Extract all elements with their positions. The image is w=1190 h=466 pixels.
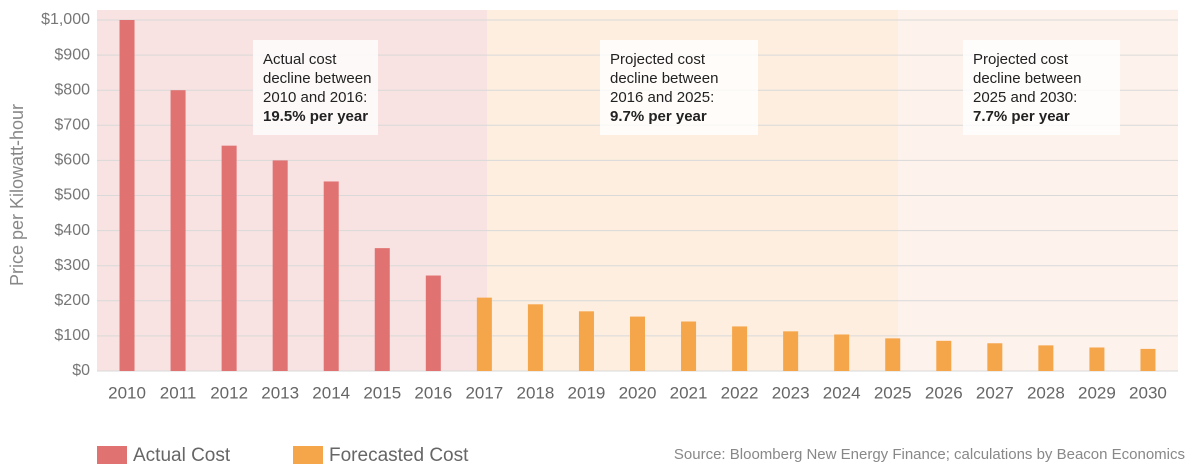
- x-tick-label: 2028: [1027, 383, 1065, 402]
- x-tick-label: 2020: [619, 383, 657, 402]
- x-tick-label: 2019: [568, 383, 606, 402]
- y-tick-label: $900: [54, 46, 90, 63]
- x-tick-label: 2030: [1129, 383, 1167, 402]
- x-tick-label: 2017: [465, 383, 503, 402]
- bar: [221, 145, 237, 371]
- x-tick-label: 2013: [261, 383, 299, 402]
- y-tick-label: $1,000: [41, 11, 90, 28]
- x-tick-label: 2016: [414, 383, 452, 402]
- annotation-text: 2025 and 2030:: [973, 89, 1077, 106]
- x-tick-label: 2014: [312, 383, 350, 402]
- x-tick-label: 2022: [721, 383, 759, 402]
- bar: [425, 275, 441, 371]
- annotation-text: 2016 and 2025:: [610, 89, 714, 106]
- bar: [885, 338, 901, 371]
- annotation-text: decline between: [263, 70, 371, 87]
- x-tick-label: 2015: [363, 383, 401, 402]
- legend-swatch: [97, 446, 127, 464]
- y-tick-label: $700: [54, 117, 90, 134]
- annotation-emphasis: 7.7% per year: [973, 108, 1070, 125]
- y-tick-label: $800: [54, 81, 90, 98]
- y-axis-label: Price per Kilowatt-hour: [7, 104, 27, 286]
- annotation-text: Projected cost: [973, 51, 1069, 68]
- annotation-box: [600, 40, 758, 135]
- bar: [936, 340, 952, 371]
- annotation-box: [963, 40, 1120, 135]
- x-tick-label: 2023: [772, 383, 810, 402]
- y-tick-label: $100: [54, 327, 90, 344]
- y-tick-label: $300: [54, 257, 90, 274]
- x-tick-label: 2027: [976, 383, 1014, 402]
- bar: [170, 90, 186, 371]
- x-tick-label: 2026: [925, 383, 963, 402]
- x-tick-label: 2010: [108, 383, 146, 402]
- y-tick-label: $600: [54, 152, 90, 169]
- bar: [783, 331, 799, 371]
- bar: [476, 297, 492, 371]
- x-tick-label: 2018: [516, 383, 554, 402]
- legend-label: Actual Cost: [133, 445, 231, 466]
- bar: [681, 321, 697, 371]
- annotation-text: decline between: [610, 70, 718, 87]
- y-tick-label: $500: [54, 187, 90, 204]
- bar: [119, 20, 135, 371]
- bar: [323, 181, 339, 371]
- bar: [732, 326, 748, 371]
- bar: [834, 334, 850, 371]
- annotation-emphasis: 9.7% per year: [610, 108, 707, 125]
- source: Source: Bloomberg New Energy Finance; ca…: [674, 446, 1185, 463]
- y-tick-label: $0: [72, 362, 90, 379]
- annotation-emphasis: 19.5% per year: [263, 108, 368, 125]
- x-tick-label: 2011: [160, 383, 197, 402]
- bar: [1089, 347, 1105, 371]
- bar: [527, 304, 543, 371]
- y-tick-label: $200: [54, 292, 90, 309]
- bar: [1038, 345, 1054, 371]
- annotation-box: [253, 40, 378, 135]
- bar: [987, 343, 1003, 371]
- annotation-text: Projected cost: [610, 51, 706, 68]
- annotation-text: Actual cost: [263, 51, 337, 68]
- legend-swatch: [293, 446, 323, 464]
- x-tick-label: 2029: [1078, 383, 1116, 402]
- x-tick-label: 2012: [210, 383, 248, 402]
- x-tick-label: 2024: [823, 383, 861, 402]
- bar: [630, 316, 645, 371]
- bar: [272, 160, 288, 371]
- legend-label: Forecasted Cost: [329, 445, 469, 466]
- x-tick-label: 2021: [670, 383, 708, 402]
- x-tick-label: 2025: [874, 383, 912, 402]
- annotation-text: 2010 and 2016:: [263, 89, 367, 106]
- bar: [1140, 348, 1156, 371]
- bar: [374, 248, 390, 371]
- annotation-text: decline between: [973, 70, 1081, 87]
- y-tick-label: $400: [54, 222, 90, 239]
- bar: [578, 311, 594, 371]
